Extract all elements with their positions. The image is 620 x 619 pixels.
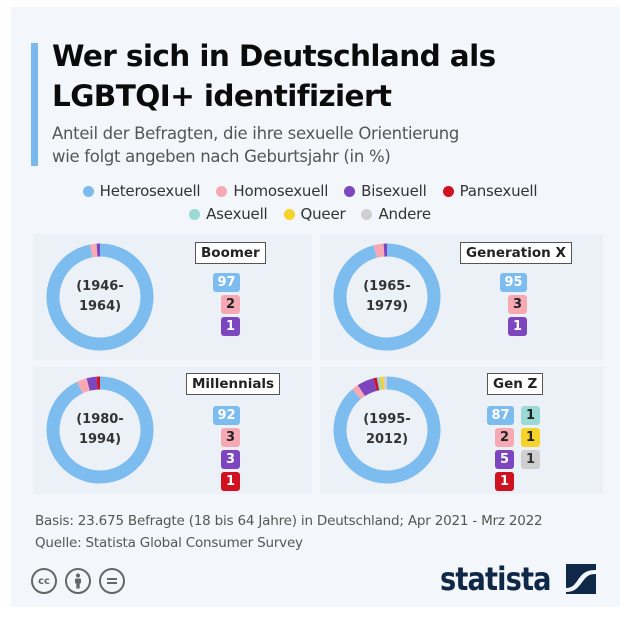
- donut-millennials: [46, 376, 154, 484]
- donut-slice-heterosexuell: [333, 243, 441, 351]
- title-accent-bar: [31, 43, 38, 166]
- donut-slice-homosexuell: [352, 385, 365, 400]
- legend-dot-icon: [283, 208, 295, 220]
- legend-item-pansexuell: Pansexuell: [442, 182, 538, 200]
- person-icon: [75, 573, 81, 589]
- range-start: (1965-: [363, 279, 411, 294]
- legend-dot-icon: [216, 185, 228, 197]
- value-badge-heterosexuell: 92: [213, 406, 240, 425]
- legend-dot-icon: [189, 208, 201, 220]
- panel-millennials: (1980- 1994) Millennials 92 3 3 1: [33, 367, 312, 494]
- value-badge-bisexuell: 3: [221, 450, 240, 469]
- legend-label: Queer: [300, 205, 346, 223]
- range-start: (1995-: [363, 412, 411, 427]
- legend-item-homosexuell: Homosexuell: [216, 182, 328, 200]
- statista-logo[interactable]: statista: [440, 560, 597, 598]
- legend-label: Andere: [378, 205, 431, 223]
- value-badge-heterosexuell: 95: [500, 273, 527, 292]
- legend-label: Bisexuell: [361, 182, 427, 200]
- statista-wordmark: statista: [440, 560, 551, 598]
- value-badge-bisexuell: 1: [508, 317, 527, 336]
- donut-gen-z: [333, 376, 441, 484]
- donut-slice-bisexuell: [86, 376, 98, 391]
- statista-logo-icon: [566, 564, 597, 594]
- panel-gen-z: (1995- 2012) Gen Z 87 2 5 1 1 1 1: [320, 367, 603, 494]
- subtitle-line-2: wie folgt angeben nach Geburtsjahr (in %…: [52, 147, 391, 166]
- donut-slice-homosexuell: [89, 243, 98, 258]
- source-note: Quelle: Statista Global Consumer Survey: [35, 535, 303, 551]
- range-start: (1946-: [76, 279, 124, 294]
- value-badge-pansexuell: 1: [495, 472, 514, 491]
- legend-label: Heterosexuell: [99, 182, 201, 200]
- legend-row-1: Heterosexuell Homosexuell Bisexuell Pansexu…: [0, 182, 620, 200]
- value-badge-homosexuell: 2: [495, 428, 514, 447]
- legend-dot-icon: [361, 208, 373, 220]
- value-badge-asexuell: 1: [521, 406, 540, 425]
- legend-item-andere: Andere: [361, 205, 431, 223]
- equals-icon: [107, 578, 117, 584]
- panel-generation-x: (1965- 1979) Generation X 95 3 1: [320, 234, 603, 360]
- value-badge-homosexuell: 2: [221, 295, 240, 314]
- source-notes: Basis: 23.675 Befragte (18 bis 64 Jahre)…: [35, 510, 543, 554]
- title-line-2: LGBTQI+ identifiziert: [52, 79, 392, 113]
- range-start: (1980-: [76, 412, 124, 427]
- range-end: 1994): [78, 432, 122, 447]
- legend-label: Pansexuell: [459, 182, 538, 200]
- donut-boomer: [46, 243, 154, 351]
- subtitle-line-1: Anteil der Befragten, die ihre sexuelle …: [52, 124, 460, 143]
- donut-slice-heterosexuell: [46, 243, 154, 351]
- generation-label: Generation X: [460, 242, 572, 264]
- value-badge-heterosexuell: 97: [213, 273, 240, 292]
- nd-icon[interactable]: [99, 568, 125, 594]
- range-end: 2012): [365, 432, 409, 447]
- title-line-1: Wer sich in Deutschland als: [52, 39, 496, 73]
- legend-item-heterosexuell: Heterosexuell: [82, 182, 201, 200]
- generation-label: Gen Z: [487, 373, 544, 395]
- value-badge-pansexuell: 1: [221, 472, 240, 491]
- birth-year-range: (1965- 1979): [347, 277, 427, 317]
- legend-item-queer: Queer: [283, 205, 346, 223]
- value-badge-heterosexuell: 87: [487, 406, 514, 425]
- legend-label: Homosexuell: [233, 182, 329, 200]
- legend-item-bisexuell: Bisexuell: [344, 182, 427, 200]
- range-end: 1964): [78, 299, 122, 314]
- birth-year-range: (1980- 1994): [60, 410, 140, 450]
- birth-year-range: (1995- 2012): [347, 410, 427, 450]
- value-badge-bisexuell: 1: [221, 317, 240, 336]
- value-badge-andere: 1: [521, 450, 540, 469]
- value-badge-homosexuell: 3: [221, 428, 240, 447]
- donut-slice-pansexuell: [373, 377, 380, 391]
- chart-title: Wer sich in Deutschland als LGBTQI+ iden…: [52, 36, 496, 116]
- legend-dot-icon: [442, 185, 454, 197]
- value-badge-homosexuell: 3: [508, 295, 527, 314]
- range-end: 1979): [365, 299, 409, 314]
- legend-dot-icon: [82, 185, 94, 197]
- donut-generation-x: [333, 243, 441, 351]
- donut-slice-homosexuell: [77, 378, 90, 394]
- panel-boomer: (1946- 1964) Boomer 97 2 1: [33, 234, 312, 360]
- basis-note: Basis: 23.675 Befragte (18 bis 64 Jahre)…: [35, 513, 543, 529]
- legend-row-2: Asexuell Queer Andere: [0, 205, 620, 223]
- legend-item-asexuell: Asexuell: [189, 205, 268, 223]
- birth-year-range: (1946- 1964): [60, 277, 140, 317]
- license-icons: cc: [31, 568, 125, 594]
- legend-dot-icon: [344, 185, 356, 197]
- generation-label: Millennials: [186, 373, 281, 395]
- cc-icon[interactable]: cc: [31, 568, 57, 594]
- donut-slice-heterosexuell: [46, 376, 154, 484]
- legend-label: Asexuell: [206, 205, 268, 223]
- donut-slice-bisexuell: [357, 378, 377, 397]
- generation-label: Boomer: [195, 242, 266, 264]
- chart-subtitle: Anteil der Befragten, die ihre sexuelle …: [52, 122, 459, 168]
- donut-slice-homosexuell: [373, 243, 385, 258]
- value-badge-bisexuell: 5: [495, 450, 514, 469]
- value-badge-queer: 1: [521, 428, 540, 447]
- donut-slice-heterosexuell: [333, 376, 441, 484]
- by-icon[interactable]: [65, 568, 91, 594]
